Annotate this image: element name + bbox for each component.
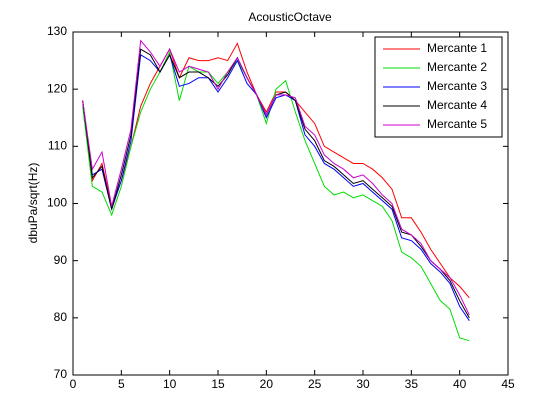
y-tick-label: 130 [47,24,67,38]
legend-label: Mercante 1 [427,41,487,55]
legend-label: Mercante 4 [427,98,487,112]
x-tick-label: 35 [405,377,419,391]
x-tick-label: 45 [501,377,515,391]
series-line [82,39,470,316]
legend-label: Mercante 3 [427,79,487,93]
x-tick-label: 25 [308,377,322,391]
y-tick-label: 80 [54,310,68,324]
chart-title: AcousticOctave [248,10,332,24]
x-tick-label: 20 [260,377,274,391]
legend-label: Mercante 5 [427,117,487,131]
y-axis-label: dbuPa/sqrt(Hz) [26,163,40,244]
y-tick-label: 100 [47,196,67,210]
y-tick-label: 90 [54,253,68,267]
series-line [82,42,470,299]
legend-label: Mercante 2 [427,60,487,74]
y-tick-label: 120 [47,81,67,95]
x-tick-label: 15 [211,377,225,391]
x-tick-label: 0 [70,377,77,391]
series-line [82,53,470,321]
y-tick-label: 70 [54,367,68,381]
x-tick-label: 40 [453,377,467,391]
x-tick-label: 10 [163,377,177,391]
series-line [82,50,470,342]
x-tick-label: 30 [356,377,370,391]
y-tick-label: 110 [48,139,67,153]
x-tick-label: 5 [118,377,125,391]
